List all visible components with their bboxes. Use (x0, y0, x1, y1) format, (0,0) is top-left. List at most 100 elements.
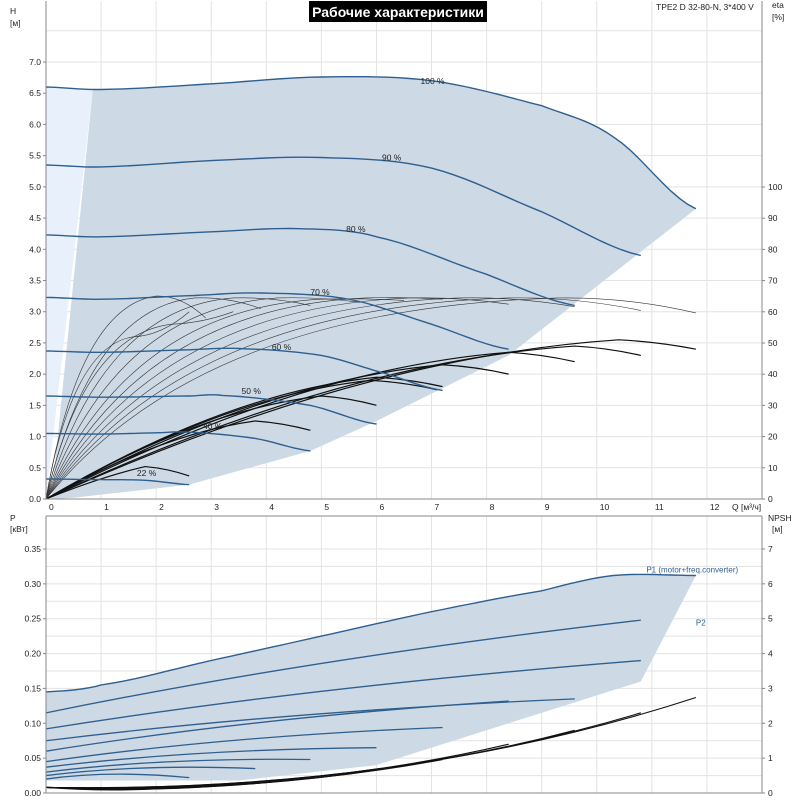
eta-tick-label: 20 (768, 432, 778, 442)
power-curve-5 (45, 726, 443, 763)
power-y-tick-label: 0.30 (24, 579, 41, 589)
speed-curve-label: 100 % (421, 76, 446, 86)
head-x-tick-label: 7 (435, 502, 440, 512)
speed-curve-4 (45, 292, 509, 350)
system-curve-thin (45, 295, 206, 500)
system-curve-thin (45, 297, 360, 500)
power-curve-1 (45, 619, 641, 714)
head-x-tick-label: 9 (545, 502, 550, 512)
power-curve-2 (45, 659, 641, 730)
head-x-tick-label: 8 (490, 502, 495, 512)
head-chart-panel: 100 % 90 % 80 % 70 % 60 % 50 % 40 % 22 % 0.0 0.5 1… (10, 0, 784, 512)
head-speed-curves (45, 76, 697, 486)
power-curve-7 (45, 758, 311, 773)
head-y-tick-label: 0.5 (29, 463, 41, 473)
pump-model-label: TPE2 D 32-80-N, 3*400 V (656, 2, 754, 12)
eta-tick-label: 0 (768, 494, 773, 504)
npsh-tick-label: 2 (768, 718, 773, 728)
power-speed-curves (45, 573, 696, 780)
head-x-axis-label: Q [м³/ч] (732, 502, 761, 512)
head-x-tick-label: 3 (214, 502, 219, 512)
system-curve-thin (45, 311, 190, 500)
eta-tick-label: 40 (768, 369, 778, 379)
speed-curve-1 (45, 76, 697, 210)
head-x-tick-label: 6 (379, 502, 384, 512)
speed-curve-label: 50 % (242, 386, 262, 396)
npsh-axis-unit: [м] (772, 524, 783, 534)
power-curve-4 (45, 700, 509, 752)
head-thin-system-curves (45, 295, 696, 500)
power-y-axis-unit: [кВт] (10, 524, 28, 534)
system-curve-thin (45, 298, 405, 500)
eta-tick-label: 90 (768, 213, 778, 223)
eta-tick-label: 70 (768, 276, 778, 286)
system-curve-thick (45, 351, 575, 500)
power-y-tick-label: 0.00 (24, 788, 41, 798)
head-y-tick-label: 3.0 (29, 307, 41, 317)
system-curve-thin (45, 297, 261, 500)
speed-curve-7 (45, 431, 311, 452)
power-y-tick-label: 0.35 (24, 544, 41, 554)
speed-curve-2 (45, 156, 641, 257)
eta-axis-unit: [%] (772, 12, 784, 22)
speed-curve-label: 60 % (272, 342, 292, 352)
head-x-tick-label: 0 (49, 502, 54, 512)
head-y-tick-label: 1.5 (29, 400, 41, 410)
eta-tick-label: 50 (768, 338, 778, 348)
system-curve-thick (45, 345, 641, 500)
system-curve-thin (45, 297, 443, 500)
power-y-tick-label: 0.20 (24, 649, 41, 659)
speed-curve-label: 80 % (346, 224, 366, 234)
head-y-axis-title: H (10, 6, 16, 16)
npsh-tick-label: 4 (768, 649, 773, 659)
chart-title: Рабочие характеристики (309, 1, 487, 22)
system-curve-thin (45, 311, 234, 500)
system-curve-thin (45, 297, 641, 500)
system-curve-thin (45, 297, 696, 500)
power-y-tick-label: 0.10 (24, 718, 41, 728)
eta-tick-label: 10 (768, 463, 778, 473)
head-x-tick-label: 4 (269, 502, 274, 512)
npsh-tick-label: 5 (768, 614, 773, 624)
head-y-tick-label: 7.0 (29, 57, 41, 67)
head-y-tick-label: 2.0 (29, 369, 41, 379)
head-y-tick-label: 3.5 (29, 276, 41, 286)
power-chart-panel: P1 (motor+freq.converter)P20.000.050.100… (10, 513, 792, 798)
system-curve-thick (45, 339, 697, 500)
head-y-axis-unit: [м] (10, 18, 21, 28)
head-y-tick-label: 6.5 (29, 88, 41, 98)
eta-tick-label: 100 (768, 182, 782, 192)
head-operating-region (51, 76, 696, 499)
head-y-tick-label: 1.0 (29, 432, 41, 442)
head-x-tick-label: 11 (655, 502, 664, 512)
head-x-tick-label: 2 (159, 502, 164, 512)
head-y-tick-label: 0.0 (29, 494, 41, 504)
head-y-tick-label: 4.5 (29, 213, 41, 223)
head-x-tick-label: 1 (104, 502, 109, 512)
power-curve-3 (45, 698, 575, 742)
head-x-tick-label: 5 (324, 502, 329, 512)
power-y-tick-label: 0.05 (24, 753, 41, 763)
system-curve-thick (45, 379, 438, 500)
system-curve-thin (45, 297, 311, 500)
npsh-tick-label: 3 (768, 683, 773, 693)
speed-curve-8 (45, 478, 190, 486)
power-y-axis-title: P (10, 513, 16, 523)
speed-curve-3 (45, 227, 575, 307)
speed-curve-label: 90 % (382, 153, 402, 163)
npsh-curve-9 (45, 785, 190, 791)
head-x-tick-label: 12 (710, 502, 720, 512)
head-y-tick-label: 6.0 (29, 119, 41, 129)
npsh-tick-label: 7 (768, 544, 773, 554)
npsh-tick-label: 6 (768, 579, 773, 589)
power-curve-8 (45, 766, 256, 777)
speed-curve-label: 40 % (203, 421, 223, 431)
npsh-axis-title: NPSH (768, 513, 792, 523)
system-curve-thick (45, 465, 190, 500)
power-y-tick-label: 0.25 (24, 614, 41, 624)
head-y-tick-label: 2.5 (29, 338, 41, 348)
eta-axis-title: eta (772, 0, 784, 10)
power-y-tick-label: 0.15 (24, 683, 41, 693)
head-y-tick-label: 5.5 (29, 151, 41, 161)
